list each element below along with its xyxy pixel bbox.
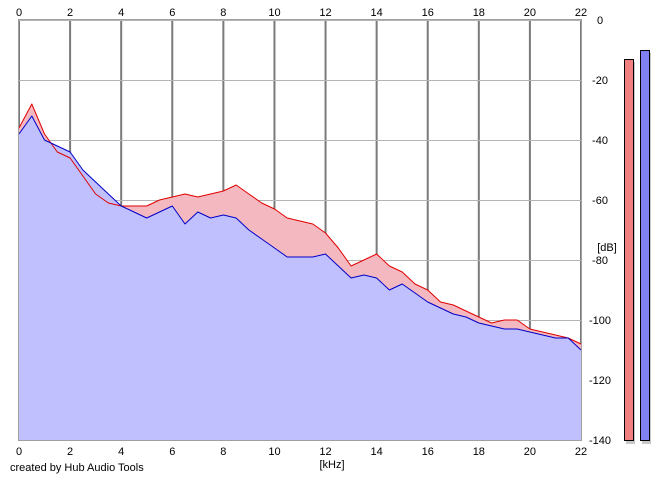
x-tick-top-1: 2 <box>67 7 73 19</box>
x-tick-bottom-9: 18 <box>473 446 485 458</box>
y-tick-0: 0 <box>597 15 603 27</box>
y-tick-5: -100 <box>589 315 611 327</box>
y-tick-6: -120 <box>589 375 611 387</box>
series-1-area <box>19 116 581 440</box>
x-tick-bottom-0: 0 <box>16 446 22 458</box>
x-tick-bottom-8: 16 <box>422 446 434 458</box>
x-tick-bottom-3: 6 <box>169 446 175 458</box>
spectrum-lines <box>18 103 582 351</box>
x-tick-bottom-5: 10 <box>268 446 280 458</box>
x-tick-top-8: 16 <box>422 7 434 19</box>
y-tick-2: -40 <box>592 135 608 147</box>
plot-border <box>18 19 582 441</box>
y-axis-label: [dB] <box>597 242 617 254</box>
tick-labels: 002244668810101212141416161818202022220-… <box>16 7 611 458</box>
y-tick-4: -80 <box>592 255 608 267</box>
x-tick-top-3: 6 <box>169 7 175 19</box>
x-tick-top-0: 0 <box>16 7 22 19</box>
x-tick-top-5: 10 <box>268 7 280 19</box>
x-tick-bottom-7: 14 <box>371 446 383 458</box>
x-tick-top-11: 22 <box>575 7 587 19</box>
level-meters <box>624 50 651 444</box>
y-tick-7: -140 <box>589 435 611 447</box>
x-tick-top-7: 14 <box>371 7 383 19</box>
x-tick-top-6: 12 <box>319 7 331 19</box>
series-0-line <box>18 103 582 345</box>
x-tick-bottom-2: 4 <box>118 446 124 458</box>
x-tick-top-4: 8 <box>220 7 226 19</box>
credit-text: created by Hub Audio Tools <box>10 462 144 474</box>
x-tick-bottom-1: 2 <box>67 446 73 458</box>
x-tick-bottom-4: 8 <box>220 446 226 458</box>
x-tick-top-9: 18 <box>473 7 485 19</box>
x-axis-label: [kHz] <box>319 459 344 471</box>
x-tick-bottom-11: 22 <box>575 446 587 458</box>
spectrum-areas <box>19 104 581 440</box>
x-tick-bottom-6: 12 <box>319 446 331 458</box>
level-meter-0 <box>624 59 634 441</box>
y-tick-1: -20 <box>592 75 608 87</box>
y-tick-3: -60 <box>592 195 608 207</box>
x-tick-bottom-10: 20 <box>524 446 536 458</box>
x-tick-top-2: 4 <box>118 7 124 19</box>
series-1-line <box>18 115 582 351</box>
x-tick-top-10: 20 <box>524 7 536 19</box>
level-meter-1 <box>640 50 650 441</box>
